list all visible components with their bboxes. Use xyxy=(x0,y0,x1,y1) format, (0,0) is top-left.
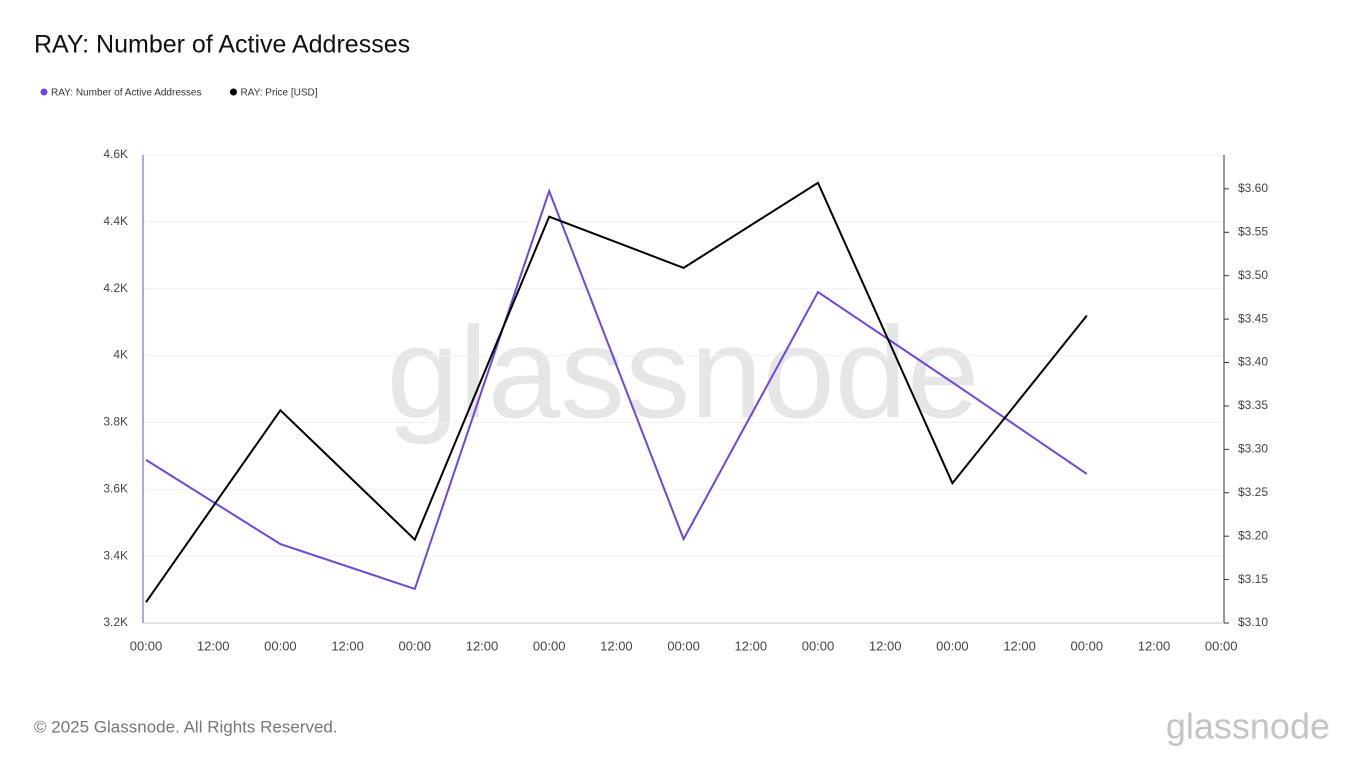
y2-tick-label: $3.15 xyxy=(1238,572,1268,586)
x-tick-label: 00:00 xyxy=(1205,638,1238,653)
y-tick-label: 4.2K xyxy=(103,281,128,295)
legend-marker xyxy=(229,88,237,96)
y2-tick-label: $3.60 xyxy=(1238,181,1268,195)
x-tick-label: 00:00 xyxy=(264,638,297,653)
y2-tick-label: $3.50 xyxy=(1238,268,1268,282)
line xyxy=(145,188,1088,591)
x-tick-label: 00:00 xyxy=(936,638,969,653)
x-tick-label: 00:00 xyxy=(667,638,700,653)
y-tick-label: 3.6K xyxy=(103,481,128,495)
x-tick-label: 00:00 xyxy=(802,638,835,653)
y-tick-label: 3.2K xyxy=(103,615,128,629)
legend-label: RAY: Number of Active Addresses xyxy=(51,88,201,99)
y-tick-label: 4.4K xyxy=(103,214,128,228)
x-tick-label: 12:00 xyxy=(600,638,633,653)
y2-tick-label: $3.45 xyxy=(1238,311,1268,325)
y2-tick-label: $3.55 xyxy=(1238,224,1268,238)
y2-tick-label: $3.10 xyxy=(1238,615,1268,629)
logo: glassnode xyxy=(1166,706,1330,747)
y-tick-label: 4.6K xyxy=(103,147,128,161)
y2-tick-label: $3.20 xyxy=(1238,528,1268,542)
x-tick-label: 12:00 xyxy=(197,638,230,653)
line xyxy=(145,181,1088,603)
x-tick-label: 00:00 xyxy=(130,638,163,653)
y-tick-label: 3.8K xyxy=(103,415,128,429)
x-tick-label: 12:00 xyxy=(735,638,768,653)
legend-label: RAY: Price [USD] xyxy=(240,88,317,99)
legend-item: RAY: Number of Active Addresses xyxy=(40,88,201,99)
y2-tick-label: $3.40 xyxy=(1238,355,1268,369)
watermark: glassnode xyxy=(387,299,980,445)
x-tick-label: 12:00 xyxy=(466,638,499,653)
x-tick-label: 12:00 xyxy=(1138,638,1171,653)
x-tick-label: 12:00 xyxy=(331,638,364,653)
x-tick-label: 00:00 xyxy=(533,638,566,653)
y2-tick-label: $3.30 xyxy=(1238,442,1268,456)
y2-tick-label: $3.25 xyxy=(1238,485,1268,499)
y-tick-label: 3.4K xyxy=(103,548,128,562)
y2-tick-label: $3.35 xyxy=(1238,398,1268,412)
chart-title: RAY: Number of Active Addresses xyxy=(34,31,410,59)
legend-marker xyxy=(40,88,48,96)
y-tick-label: 4K xyxy=(113,348,128,362)
x-tick-label: 00:00 xyxy=(1071,638,1104,653)
footer: © 2025 Glassnode. All Rights Reserved. xyxy=(34,717,338,736)
x-tick-label: 12:00 xyxy=(1003,638,1036,653)
x-tick-label: 12:00 xyxy=(869,638,902,653)
legend-item: RAY: Price [USD] xyxy=(229,88,318,99)
x-tick-label: 00:00 xyxy=(399,638,432,653)
